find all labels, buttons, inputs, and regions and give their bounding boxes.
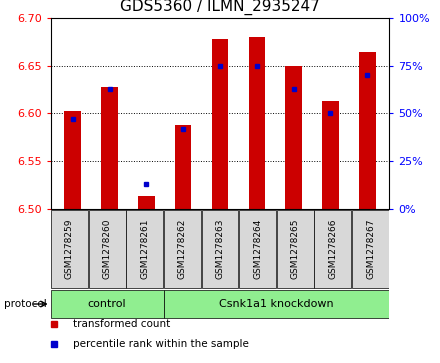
Bar: [249, 37, 265, 209]
Bar: [212, 39, 228, 209]
Bar: [138, 196, 154, 209]
Text: GSM1278262: GSM1278262: [178, 219, 187, 279]
Bar: [202, 209, 238, 288]
Bar: [88, 209, 125, 288]
Bar: [101, 87, 118, 209]
Bar: [239, 209, 276, 288]
Text: GSM1278259: GSM1278259: [65, 219, 74, 279]
Bar: [315, 209, 352, 288]
Bar: [322, 101, 339, 209]
Bar: [126, 209, 163, 288]
Text: transformed count: transformed count: [73, 319, 170, 329]
Text: GSM1278260: GSM1278260: [103, 219, 112, 279]
Bar: [175, 125, 191, 209]
Bar: [286, 66, 302, 209]
Bar: [51, 209, 88, 288]
Bar: [51, 290, 164, 318]
Bar: [277, 209, 314, 288]
Text: GSM1278261: GSM1278261: [140, 219, 149, 279]
Text: Csnk1a1 knockdown: Csnk1a1 knockdown: [219, 299, 334, 309]
Text: GSM1278263: GSM1278263: [216, 219, 224, 279]
Text: GSM1278267: GSM1278267: [366, 219, 375, 279]
Bar: [164, 209, 201, 288]
Text: protocol: protocol: [4, 299, 47, 309]
Title: GDS5360 / ILMN_2935247: GDS5360 / ILMN_2935247: [120, 0, 320, 15]
Bar: [64, 111, 81, 209]
Text: GSM1278265: GSM1278265: [291, 219, 300, 279]
Text: GSM1278264: GSM1278264: [253, 219, 262, 279]
Bar: [352, 209, 389, 288]
Text: control: control: [88, 299, 126, 309]
Text: GSM1278266: GSM1278266: [328, 219, 337, 279]
Bar: [164, 290, 389, 318]
Text: percentile rank within the sample: percentile rank within the sample: [73, 339, 249, 348]
Bar: [359, 52, 376, 209]
